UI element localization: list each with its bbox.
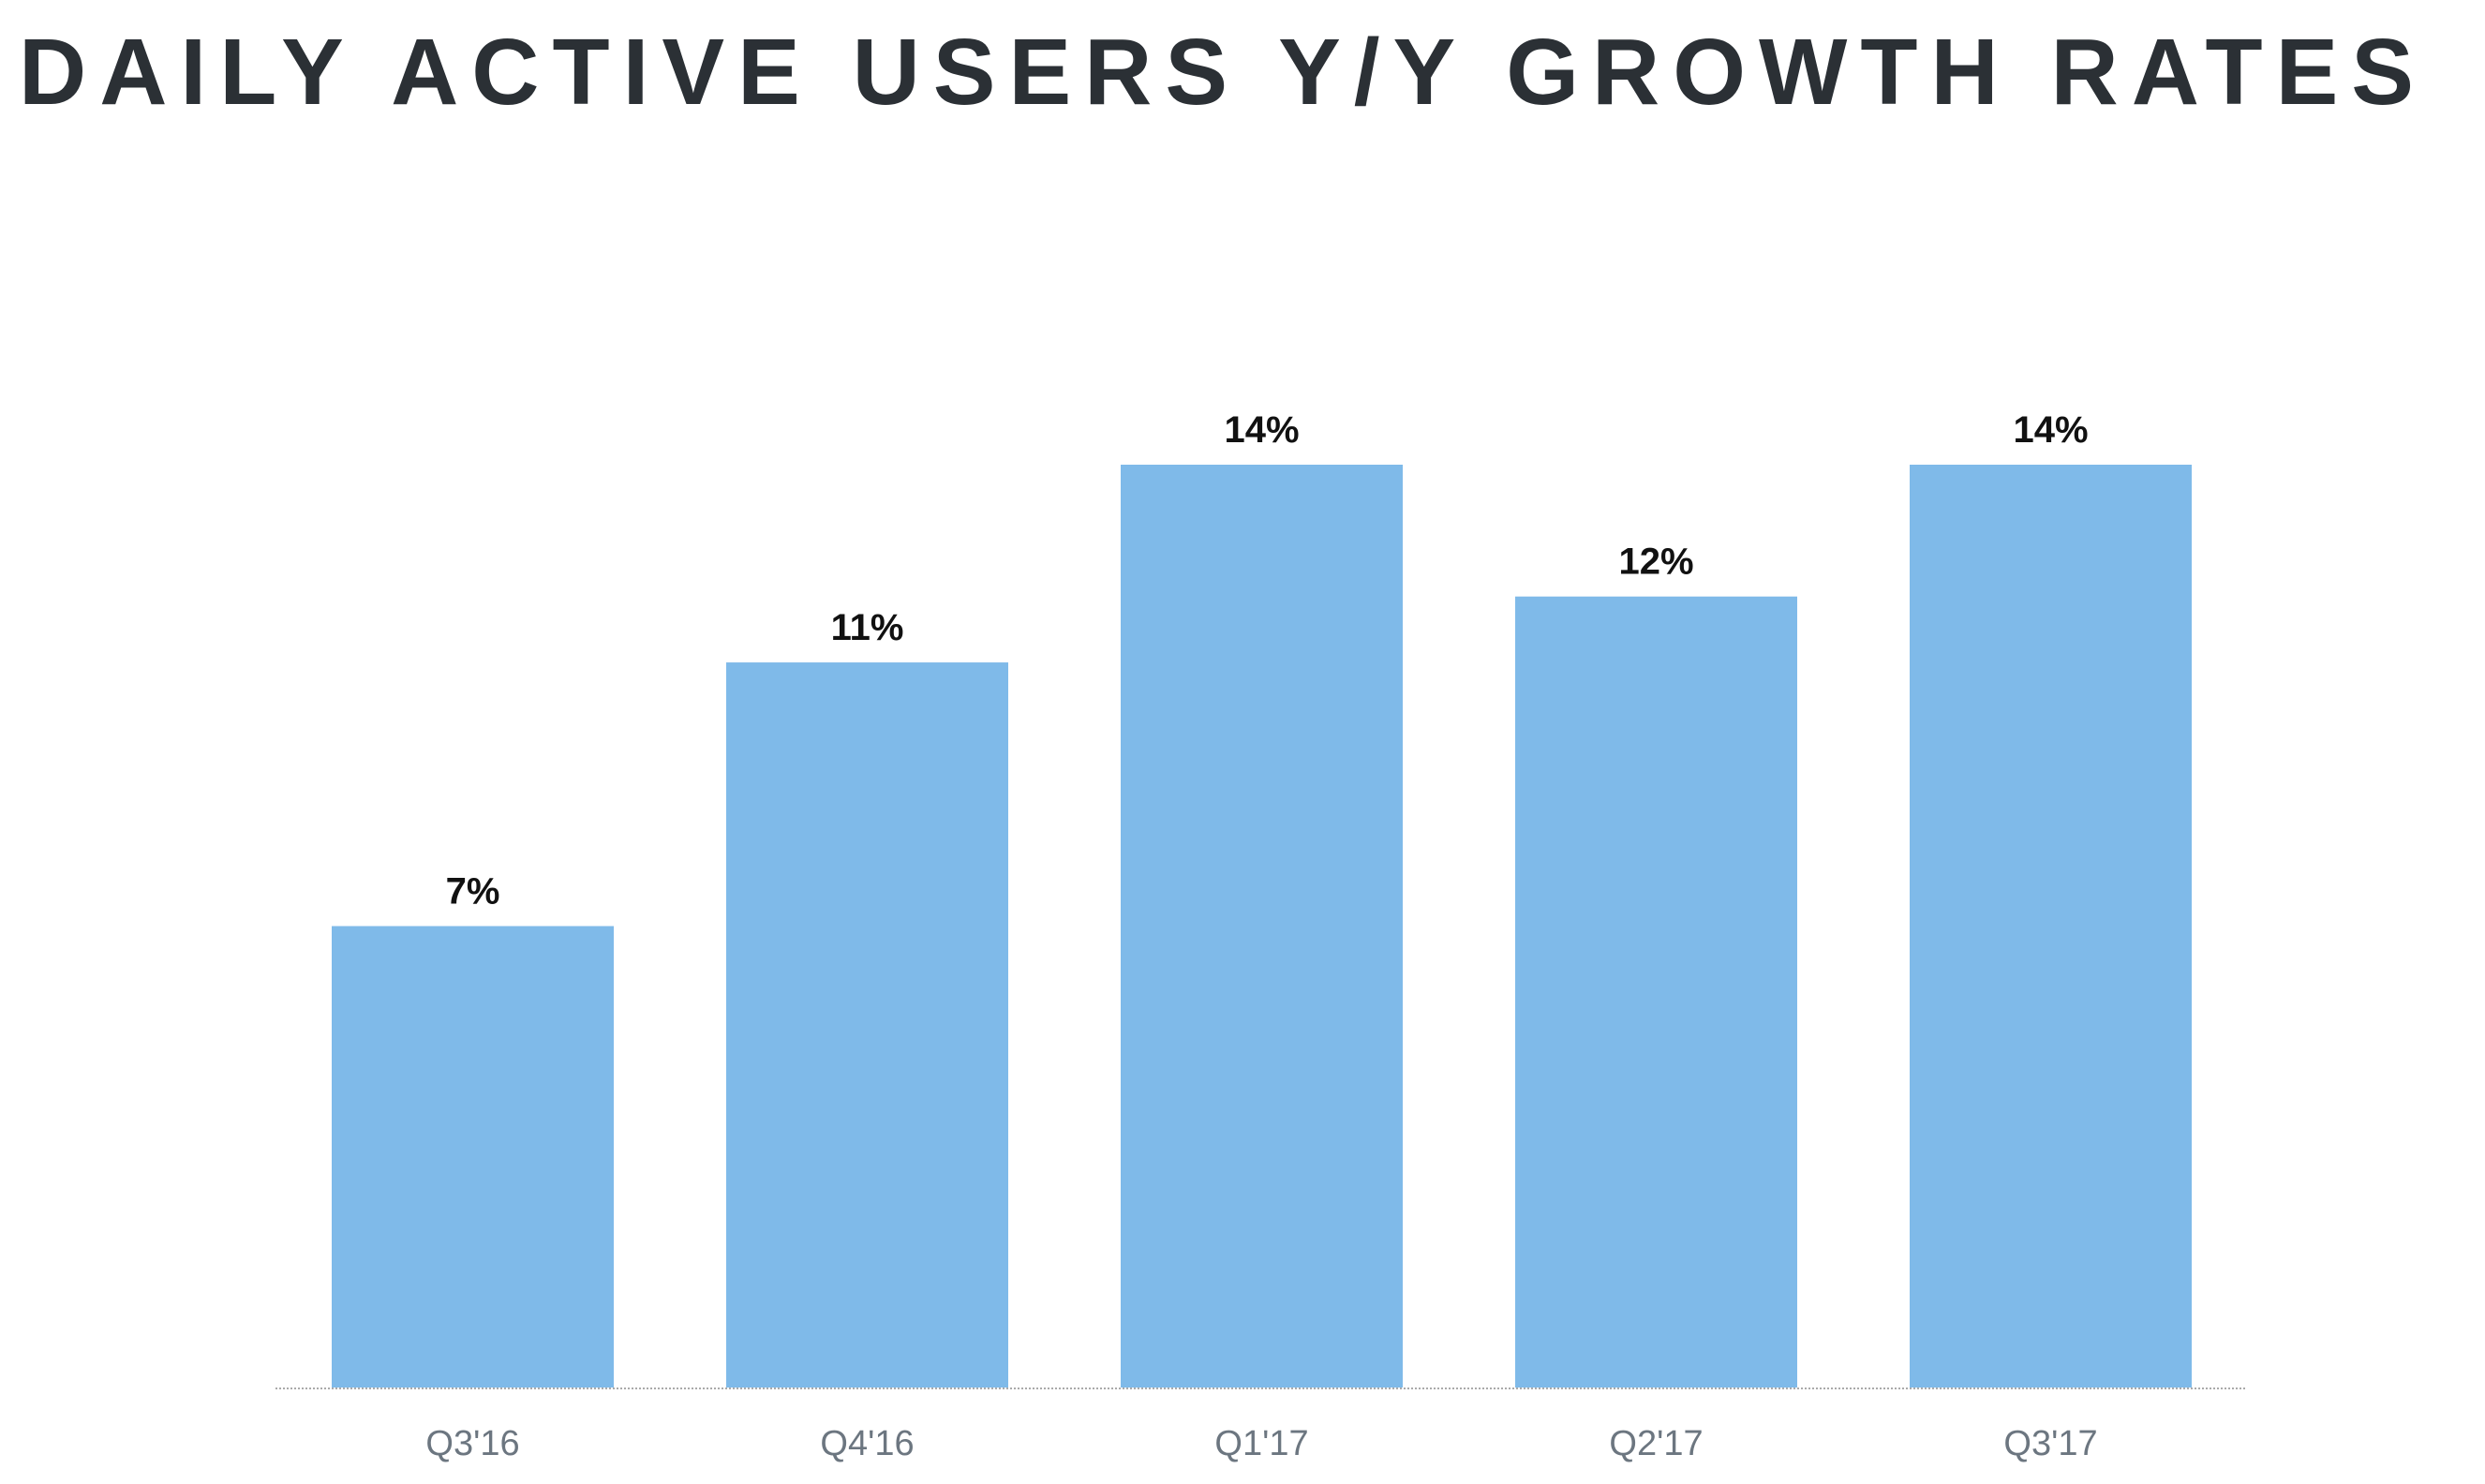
data-label: 7% — [446, 871, 500, 913]
bar — [1910, 465, 2192, 1388]
bar — [1515, 596, 1797, 1388]
bar — [1121, 465, 1403, 1388]
x-tick-label: Q3'16 — [425, 1424, 519, 1463]
data-label: 14% — [2013, 409, 2088, 451]
data-label: 12% — [1618, 542, 1693, 583]
data-label: 14% — [1224, 409, 1299, 451]
bar — [726, 662, 1008, 1388]
x-tick-label: Q1'17 — [1214, 1424, 1308, 1463]
bar — [332, 926, 614, 1388]
x-tick-label: Q4'16 — [820, 1424, 914, 1463]
data-label: 11% — [831, 607, 904, 648]
chart-title: DAILY ACTIVE USERS Y/Y GROWTH RATES — [19, 20, 2427, 125]
x-tick-label: Q2'17 — [1609, 1424, 1703, 1463]
x-tick-label: Q3'17 — [2003, 1424, 2097, 1463]
